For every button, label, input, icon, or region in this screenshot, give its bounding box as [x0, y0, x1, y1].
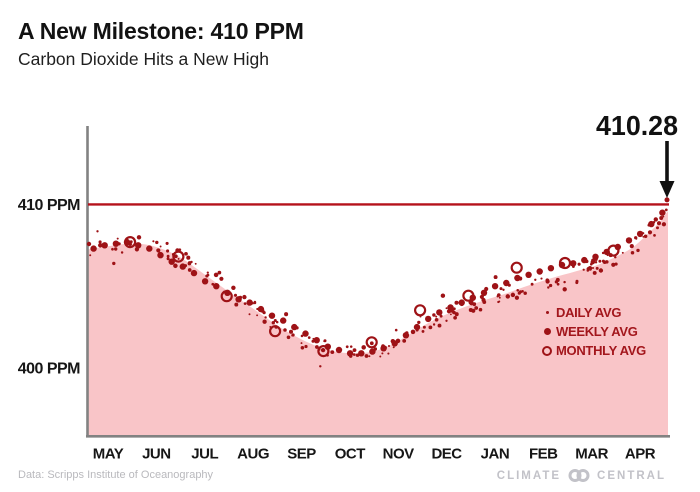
record-annotation: 410.28	[596, 110, 678, 198]
legend-label-weekly: WEEKLY AVG	[556, 324, 638, 339]
data-source-credit: Data: Scripps Institute of Oceanography	[18, 469, 214, 481]
x-tick-label: APR	[625, 446, 656, 463]
x-tick-labels: MAY JUN JUL AUG SEP OCT NOV DEC JAN FEB MAR APR	[93, 446, 656, 463]
x-tick-label: AUG	[237, 446, 269, 463]
chart-legend: DAILY AVG WEEKLY AVG MONTHLY AVG	[538, 303, 646, 360]
y-tick-labels: 410 PPM 400 PPM	[18, 197, 81, 377]
down-arrow-head-icon	[659, 181, 675, 198]
x-tick-label: MAY	[93, 446, 124, 463]
brand-word-climate: CLIMATE	[496, 469, 562, 482]
legend-label-daily: DAILY AVG	[556, 305, 622, 320]
record-daily-point	[664, 197, 670, 203]
x-tick-label: NOV	[383, 446, 415, 463]
climate-central-rings-icon	[568, 469, 590, 482]
monthly-avg-points	[124, 236, 620, 358]
x-tick-label: JAN	[481, 446, 510, 463]
x-tick-label: OCT	[335, 446, 366, 463]
page-title: A New Milestone: 410 PPM	[18, 18, 304, 44]
monthly-avg-ring-icon	[542, 345, 552, 356]
legend-item-monthly-avg: MONTHLY AVG	[538, 341, 646, 360]
legend-label-monthly: MONTHLY AVG	[556, 343, 646, 358]
legend-item-daily-avg: DAILY AVG	[538, 303, 646, 322]
y-tick-label: 410 PPM	[18, 197, 80, 214]
climate-central-brand: CLIMATE CENTRAL	[497, 468, 666, 483]
x-tick-label: FEB	[529, 446, 558, 463]
x-tick-label: DEC	[431, 446, 462, 463]
daily-avg-dot-icon	[545, 311, 549, 314]
daily-avg-points	[86, 208, 668, 368]
record-value-label: 410.28	[596, 110, 678, 141]
x-tick-label: JUL	[191, 446, 218, 463]
y-tick-label: 400 PPM	[18, 360, 80, 377]
x-tick-label: JUN	[142, 446, 171, 463]
x-tick-label: SEP	[287, 446, 316, 463]
legend-item-weekly-avg: WEEKLY AVG	[538, 322, 646, 341]
page-subtitle: Carbon Dioxide Hits a New High	[18, 49, 269, 69]
x-tick-label: MAR	[575, 446, 608, 463]
seasonal-area-fill	[88, 211, 668, 436]
brand-word-central: CENTRAL	[597, 469, 666, 482]
weekly-avg-dot-icon	[543, 328, 551, 335]
